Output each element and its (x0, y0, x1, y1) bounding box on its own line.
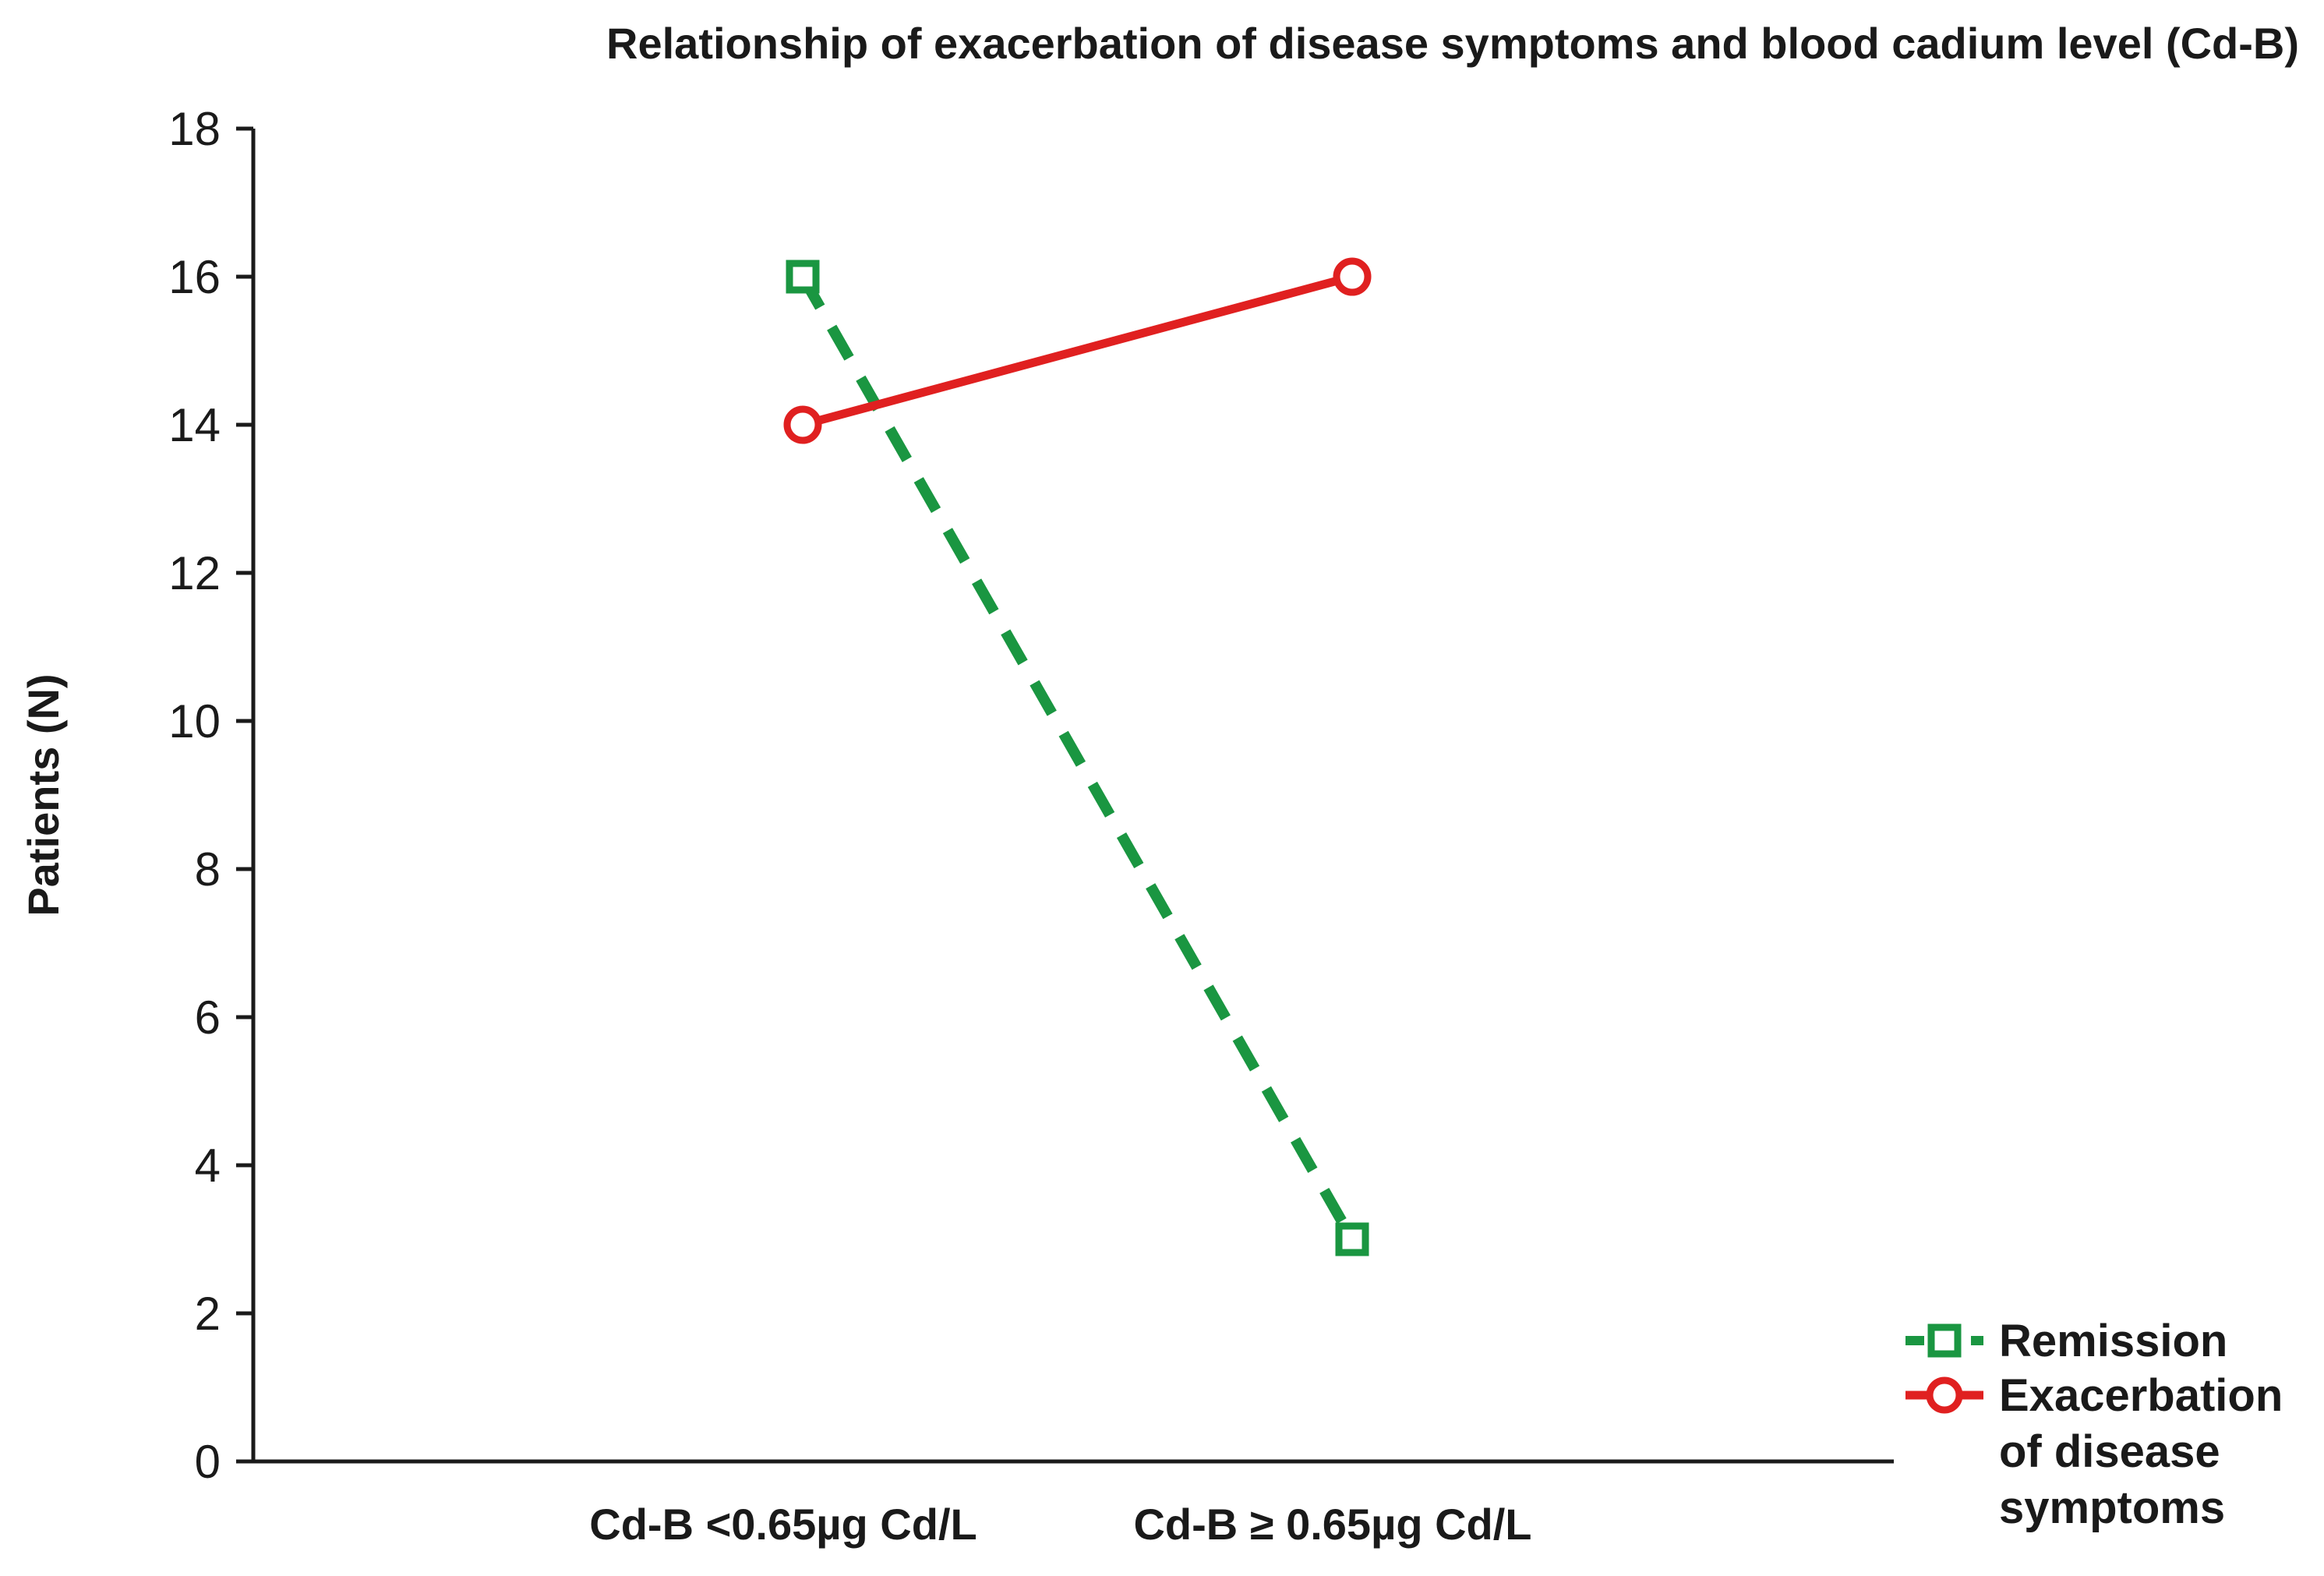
chart-title: Relationship of exacerbation of disease … (606, 19, 2299, 68)
y-tick-label: 2 (195, 1288, 221, 1340)
y-axis-label: Patients (N) (19, 673, 68, 916)
y-tick-label: 10 (168, 695, 221, 747)
legend-label: Remission (1999, 1316, 2227, 1366)
y-tick-label: 18 (168, 103, 221, 155)
data-point-circle (783, 405, 822, 444)
legend-item: Remission (1905, 1316, 2227, 1366)
y-tick-label: 16 (168, 251, 221, 303)
x-category-label: Cd-B ≥ 0.65µg Cd/L (1133, 1500, 1531, 1549)
x-category-label: Cd-B <0.65µg Cd/L (589, 1500, 977, 1549)
legend-label: symptoms (1999, 1482, 2225, 1533)
data-point-square (1335, 1222, 1369, 1256)
x-axis-categories: Cd-B <0.65µg Cd/L Cd-B ≥ 0.65µg Cd/L (589, 1500, 1531, 1549)
y-tick-label: 6 (195, 991, 221, 1044)
legend-marker-square (1927, 1323, 1962, 1358)
y-tick-label: 4 (195, 1140, 221, 1192)
data-point-square (786, 260, 820, 294)
series-line (801, 272, 1354, 429)
y-tick-label: 12 (168, 547, 221, 599)
data-point-circle (1333, 257, 1372, 296)
y-tick-label: 0 (195, 1436, 221, 1488)
y-axis-ticks: 0 2 4 6 8 10 12 14 16 18 (168, 103, 253, 1488)
series-remission (786, 260, 1369, 1256)
legend-label: of disease (1999, 1426, 2220, 1477)
series-exacerbation-of-disease-symptoms (783, 257, 1372, 444)
series-line (797, 274, 1358, 1242)
legend-label: Exacerbation (1999, 1370, 2283, 1421)
y-tick-label: 14 (168, 399, 221, 451)
series-layer (783, 257, 1372, 1256)
axes (251, 129, 1894, 1464)
y-tick-label: 8 (195, 843, 221, 896)
legend-marker-circle (1926, 1376, 1963, 1414)
